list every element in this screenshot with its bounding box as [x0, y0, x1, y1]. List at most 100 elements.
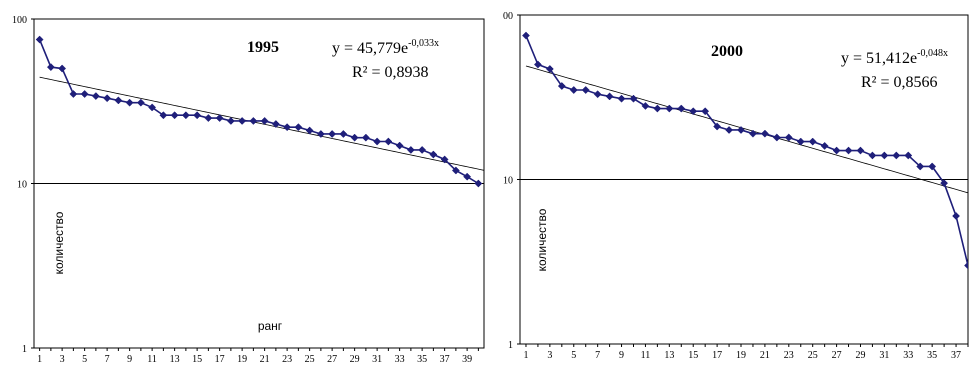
x-tick-label: 39: [462, 354, 472, 365]
data-point: [350, 133, 359, 142]
data-point: [701, 107, 710, 116]
data-point: [844, 146, 853, 155]
x-tick-label: 31: [372, 354, 382, 365]
data-point: [749, 129, 757, 138]
trend-equation: y = 51,412e-0,048x: [841, 48, 948, 67]
data-point: [545, 64, 554, 73]
x-tick-label: 1: [37, 354, 42, 365]
data-point: [406, 145, 415, 154]
data-point: [760, 129, 769, 138]
trend-equation: y = 45,779e-0,033x: [332, 38, 439, 57]
data-point: [80, 90, 89, 98]
data-point: [328, 130, 337, 138]
x-tick-label: 33: [395, 354, 405, 365]
data-point: [533, 60, 542, 69]
x-tick-label: 13: [664, 350, 674, 361]
x-tick-label: 21: [760, 350, 770, 361]
x-tick-label: 11: [641, 350, 651, 361]
data-point: [474, 179, 483, 188]
x-tick-label: 5: [571, 350, 576, 361]
chart-title: 2000: [711, 43, 743, 60]
data-point: [928, 162, 937, 171]
r-squared: R² = 0,8566: [861, 74, 938, 91]
x-tick-label: 31: [879, 350, 889, 361]
x-tick-label: 25: [808, 350, 818, 361]
data-point: [283, 123, 292, 132]
data-point: [725, 126, 734, 134]
data-point: [316, 130, 325, 138]
x-tick-label: 23: [282, 354, 292, 365]
x-tick-label: 21: [260, 354, 270, 365]
data-point: [260, 117, 269, 125]
data-point: [451, 166, 460, 175]
data-point: [820, 141, 829, 150]
data-point: [677, 104, 686, 113]
data-point: [641, 101, 650, 110]
data-point: [522, 31, 530, 40]
data-point: [58, 64, 67, 73]
data-point: [605, 92, 614, 101]
x-tick-label: 3: [60, 354, 65, 365]
data-point: [653, 104, 662, 113]
x-tick-label: 19: [237, 354, 247, 365]
data-point: [808, 137, 817, 146]
x-tick-label: 35: [417, 354, 427, 365]
x-tick-label: 13: [170, 354, 180, 365]
data-point: [103, 94, 112, 103]
data-point: [964, 261, 968, 270]
data-point: [395, 141, 404, 150]
data-point: [772, 133, 781, 142]
trendline: [525, 65, 968, 194]
data-point: [238, 117, 247, 125]
y-axis-label: количество: [52, 211, 66, 274]
data-point: [361, 133, 370, 142]
x-tick-label: 23: [784, 350, 794, 361]
data-point: [440, 155, 449, 164]
data-point: [629, 94, 638, 103]
data-point: [689, 107, 698, 116]
x-axis-label: ранг: [258, 319, 283, 333]
chart-title: 1995: [247, 39, 279, 56]
series-line: [38, 39, 479, 185]
data-point: [159, 111, 168, 120]
data-point: [271, 120, 280, 128]
x-tick-label: 11: [147, 354, 157, 365]
x-tick-label: 7: [105, 354, 110, 365]
data-point: [593, 90, 602, 99]
data-point: [69, 90, 78, 98]
y-tick-label: 10: [17, 180, 27, 191]
x-tick-label: 29: [350, 354, 360, 365]
data-point: [193, 111, 202, 120]
r-squared: R² = 0,8938: [352, 64, 429, 81]
x-tick-label: 19: [736, 350, 746, 361]
data-point: [856, 146, 865, 155]
data-point: [215, 114, 224, 122]
data-point: [904, 151, 913, 160]
x-tick-label: 9: [127, 354, 132, 365]
data-point: [181, 111, 190, 120]
data-point: [204, 114, 213, 122]
chart-2000: 1 10 00 1 3 5 7 9 11 13 15 17 19 21 23 25 27 29 31 33 35 37 20…: [490, 0, 972, 367]
data-point: [170, 111, 179, 120]
data-point: [339, 130, 348, 138]
data-point: [418, 145, 427, 154]
trendline: [39, 76, 484, 171]
y-axis-label: количество: [535, 208, 549, 271]
x-tick-label: 33: [903, 350, 913, 361]
data-point: [868, 151, 877, 160]
series-line: [525, 35, 968, 266]
data-point: [581, 86, 590, 94]
data-point: [148, 103, 157, 112]
x-tick-label: 35: [927, 350, 937, 361]
data-point: [294, 123, 303, 132]
x-tick-label: 25: [305, 354, 315, 365]
x-tick-label: 7: [595, 350, 600, 361]
data-point: [940, 179, 949, 188]
data-point: [569, 86, 578, 94]
data-point: [125, 98, 134, 107]
data-point: [46, 63, 55, 72]
data-point: [35, 35, 44, 44]
x-tick-label: 37: [440, 354, 450, 365]
data-point: [916, 162, 925, 171]
